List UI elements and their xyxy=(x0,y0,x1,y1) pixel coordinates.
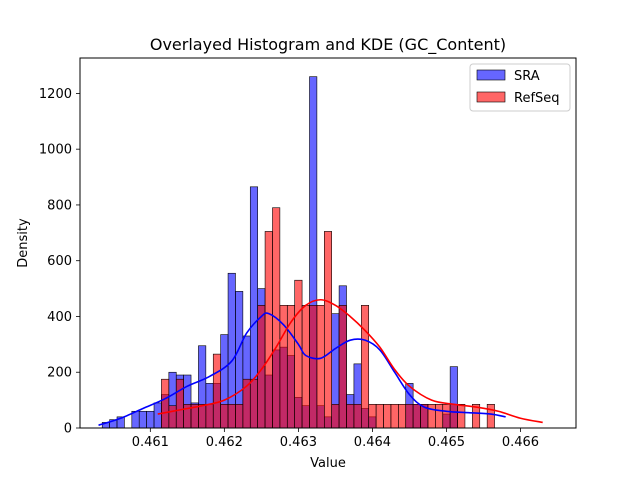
bar-refseq xyxy=(175,378,184,429)
bar-refseq xyxy=(457,403,466,429)
bar-refseq xyxy=(323,231,332,429)
y-tick-label: 0 xyxy=(64,422,72,437)
bar-refseq xyxy=(405,403,414,429)
y-tick-label: 600 xyxy=(47,254,72,269)
y-tick-label: 1200 xyxy=(39,87,72,102)
bar-sra xyxy=(138,410,147,429)
bar-sra xyxy=(153,402,162,429)
kde-layer xyxy=(98,298,543,426)
legend-label-sra: SRA xyxy=(514,69,540,84)
bar-refseq xyxy=(383,403,392,429)
bar-refseq xyxy=(286,305,295,429)
bar-refseq xyxy=(368,403,377,429)
bar-refseq xyxy=(235,403,244,429)
y-tick-label: 200 xyxy=(47,366,72,381)
kde-line-refseq xyxy=(157,298,543,424)
bar-refseq xyxy=(227,403,236,429)
x-tick-label: 0.465 xyxy=(428,435,465,450)
bar-refseq xyxy=(346,403,355,429)
bar-refseq xyxy=(338,305,347,429)
bar-refseq xyxy=(205,403,214,429)
bar-refseq xyxy=(309,305,318,429)
x-tick-label: 0.466 xyxy=(502,435,539,450)
bar-refseq xyxy=(220,403,229,429)
bar-refseq xyxy=(316,305,325,429)
bar-refseq xyxy=(375,403,384,429)
y-axis: 0 200 400 600 800 1000 1200 xyxy=(39,87,80,437)
bar-refseq xyxy=(212,353,221,429)
bar-sra xyxy=(146,410,155,429)
plot-area xyxy=(79,57,577,429)
bar-refseq xyxy=(412,403,421,429)
x-tick-label: 0.464 xyxy=(354,435,391,450)
legend-swatch-sra xyxy=(476,69,506,81)
x-axis: 0.461 0.462 0.463 0.464 0.465 0.466 xyxy=(132,428,539,450)
axes-frame xyxy=(79,57,577,429)
bar-refseq xyxy=(294,279,303,429)
bar-refseq xyxy=(449,403,458,429)
bar-refseq xyxy=(168,405,177,429)
legend: SRA RefSeq xyxy=(469,63,571,112)
y-axis-label: Density xyxy=(16,218,31,268)
bar-refseq xyxy=(390,403,399,429)
y-tick-label: 400 xyxy=(47,310,72,325)
kde-line-sra xyxy=(98,312,506,426)
bar-refseq xyxy=(301,305,310,429)
bar-refseq xyxy=(198,403,207,429)
bar-refseq xyxy=(486,403,495,429)
bar-refseq xyxy=(264,231,273,429)
bar-refseq xyxy=(435,403,444,429)
legend-swatch-refseq xyxy=(476,91,506,103)
y-tick-label: 800 xyxy=(47,198,72,213)
x-tick-label: 0.461 xyxy=(132,435,169,450)
legend-label-refseq: RefSeq xyxy=(514,91,560,106)
bar-refseq xyxy=(361,305,370,429)
bar-refseq xyxy=(353,403,362,429)
bar-refseq xyxy=(331,403,340,429)
x-tick-label: 0.463 xyxy=(280,435,317,450)
bar-refseq xyxy=(161,378,170,429)
bar-refseq xyxy=(442,403,451,429)
bar-refseq xyxy=(398,403,407,429)
x-axis-label: Value xyxy=(310,456,346,471)
chart-title: Overlayed Histogram and KDE (GC_Content) xyxy=(150,35,506,55)
x-tick-label: 0.462 xyxy=(206,435,243,450)
y-tick-label: 1000 xyxy=(39,143,72,158)
bar-refseq xyxy=(249,378,258,429)
